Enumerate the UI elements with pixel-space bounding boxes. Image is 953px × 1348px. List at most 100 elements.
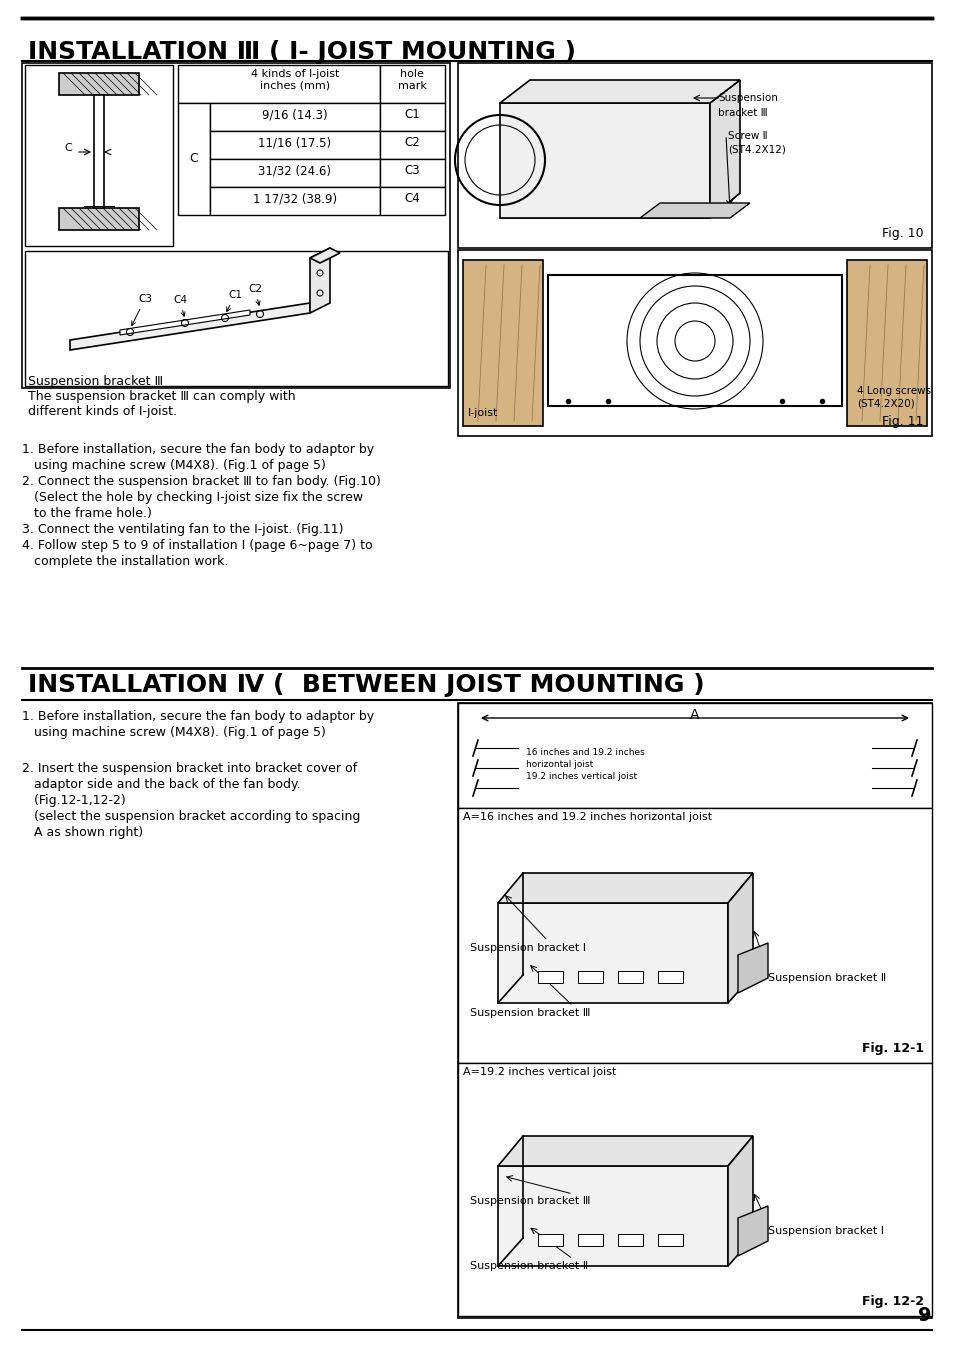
Bar	[457, 1064, 931, 1316]
Bar	[59, 208, 139, 231]
Text: A as shown right): A as shown right)	[22, 826, 143, 838]
Polygon shape	[120, 310, 250, 336]
Bar	[379, 102, 444, 131]
Text: C4: C4	[172, 295, 187, 317]
Polygon shape	[499, 80, 740, 102]
Bar	[846, 260, 926, 426]
Text: 1. Before installation, secure the fan body to adaptor by: 1. Before installation, secure the fan b…	[22, 710, 374, 723]
Polygon shape	[497, 1166, 727, 1266]
Text: to the frame hole.): to the frame hole.)	[22, 507, 152, 520]
Text: 4. Follow step 5 to 9 of installation I (page 6~page 7) to: 4. Follow step 5 to 9 of installation I …	[22, 539, 373, 551]
Bar	[25, 65, 172, 245]
Text: INSTALLATION Ⅲ ( I- JOIST MOUNTING ): INSTALLATION Ⅲ ( I- JOIST MOUNTING )	[28, 40, 576, 63]
Bar	[210, 187, 379, 214]
Text: Screw Ⅱ: Screw Ⅱ	[727, 131, 767, 142]
Text: INSTALLATION Ⅳ (  BETWEEN JOIST MOUNTING ): INSTALLATION Ⅳ ( BETWEEN JOIST MOUNTING …	[28, 673, 704, 697]
Bar	[537, 1233, 562, 1246]
Text: 1 17/32 (38.9): 1 17/32 (38.9)	[253, 191, 336, 205]
Polygon shape	[497, 1136, 752, 1166]
Text: adaptor side and the back of the fan body.: adaptor side and the back of the fan bod…	[22, 778, 300, 791]
Text: (ST4.2X12): (ST4.2X12)	[727, 146, 785, 155]
Bar	[462, 260, 542, 426]
Text: Fig. 12-1: Fig. 12-1	[862, 1042, 923, 1055]
Bar	[94, 94, 104, 208]
Bar	[578, 1233, 602, 1246]
Text: A=19.2 inches vertical joist: A=19.2 inches vertical joist	[462, 1068, 616, 1077]
Text: C: C	[64, 143, 71, 154]
Text: Suspension bracket Ⅱ: Suspension bracket Ⅱ	[767, 973, 885, 983]
Text: C1: C1	[227, 290, 242, 311]
Text: I-joist: I-joist	[468, 408, 497, 418]
Text: hole
mark: hole mark	[397, 69, 426, 90]
Text: 9: 9	[918, 1306, 931, 1325]
Text: complete the installation work.: complete the installation work.	[22, 555, 228, 568]
Bar	[457, 249, 931, 435]
Bar	[658, 971, 682, 983]
Polygon shape	[497, 874, 752, 903]
Text: 4 Long screws: 4 Long screws	[856, 386, 930, 396]
Bar	[379, 187, 444, 214]
Polygon shape	[70, 303, 310, 350]
Text: (select the suspension bracket according to spacing: (select the suspension bracket according…	[22, 810, 360, 824]
Bar	[578, 971, 602, 983]
Polygon shape	[727, 874, 752, 1003]
Polygon shape	[499, 193, 740, 218]
Polygon shape	[497, 903, 727, 1003]
Text: C4: C4	[404, 191, 419, 205]
Text: C2: C2	[248, 284, 262, 305]
Bar	[210, 159, 379, 187]
Text: C3: C3	[404, 164, 419, 177]
Text: C: C	[190, 152, 198, 166]
Text: using machine screw (M4X8). (Fig.1 of page 5): using machine screw (M4X8). (Fig.1 of pa…	[22, 460, 326, 472]
Text: Fig. 12-2: Fig. 12-2	[862, 1295, 923, 1308]
Polygon shape	[738, 1206, 767, 1256]
Text: 31/32 (24.6): 31/32 (24.6)	[258, 164, 331, 177]
Polygon shape	[727, 1136, 752, 1266]
Bar	[457, 63, 931, 248]
Bar	[457, 807, 931, 1064]
Text: 19.2 inches vertical joist: 19.2 inches vertical joist	[525, 772, 637, 780]
Bar	[379, 159, 444, 187]
Text: 4 kinds of I-joist
inches (mm): 4 kinds of I-joist inches (mm)	[251, 69, 339, 90]
Polygon shape	[709, 80, 740, 218]
Text: 1. Before installation, secure the fan body to adaptor by: 1. Before installation, secure the fan b…	[22, 443, 374, 456]
Bar	[618, 1233, 642, 1246]
Bar	[210, 102, 379, 131]
Text: (Select the hole by checking I-joist size fix the screw: (Select the hole by checking I-joist siz…	[22, 491, 363, 504]
Text: The suspension bracket Ⅲ can comply with: The suspension bracket Ⅲ can comply with	[28, 390, 295, 403]
Text: Suspension bracket Ⅲ: Suspension bracket Ⅲ	[470, 1008, 590, 1018]
Text: (Fig.12-1,12-2): (Fig.12-1,12-2)	[22, 794, 126, 807]
Text: Suspension bracket I: Suspension bracket I	[767, 1225, 883, 1236]
Text: Suspension bracket Ⅲ: Suspension bracket Ⅲ	[470, 1196, 590, 1206]
Bar	[379, 131, 444, 159]
Text: C1: C1	[404, 108, 419, 121]
Polygon shape	[639, 204, 749, 218]
Bar	[379, 65, 444, 102]
Polygon shape	[310, 248, 339, 263]
Text: 2. Connect the suspension bracket Ⅲ to fan body. (Fig.10): 2. Connect the suspension bracket Ⅲ to f…	[22, 474, 380, 488]
Bar	[457, 704, 931, 1318]
Text: Fig. 11: Fig. 11	[882, 415, 923, 429]
Text: 3. Connect the ventilating fan to the I-joist. (Fig.11): 3. Connect the ventilating fan to the I-…	[22, 523, 343, 537]
Bar	[210, 131, 379, 159]
Bar	[22, 63, 450, 388]
Text: Suspension: Suspension	[718, 93, 777, 102]
Bar	[59, 73, 139, 94]
Text: bracket Ⅲ: bracket Ⅲ	[718, 108, 767, 119]
Bar	[178, 65, 379, 102]
Text: A: A	[690, 708, 699, 723]
Text: A=16 inches and 19.2 inches horizontal joist: A=16 inches and 19.2 inches horizontal j…	[462, 811, 711, 822]
Polygon shape	[310, 248, 330, 313]
Text: Suspension bracket I: Suspension bracket I	[470, 944, 585, 953]
Text: C3: C3	[132, 294, 152, 326]
Text: Fig. 10: Fig. 10	[882, 226, 923, 240]
Text: using machine screw (M4X8). (Fig.1 of page 5): using machine screw (M4X8). (Fig.1 of pa…	[22, 727, 326, 739]
Polygon shape	[499, 102, 709, 218]
Text: horizontal joist: horizontal joist	[525, 760, 593, 768]
Text: 2. Insert the suspension bracket into bracket cover of: 2. Insert the suspension bracket into br…	[22, 762, 356, 775]
Bar	[618, 971, 642, 983]
Bar	[178, 102, 210, 214]
Bar	[537, 971, 562, 983]
Text: (ST4.2X20): (ST4.2X20)	[856, 399, 914, 408]
Text: 11/16 (17.5): 11/16 (17.5)	[258, 136, 332, 150]
